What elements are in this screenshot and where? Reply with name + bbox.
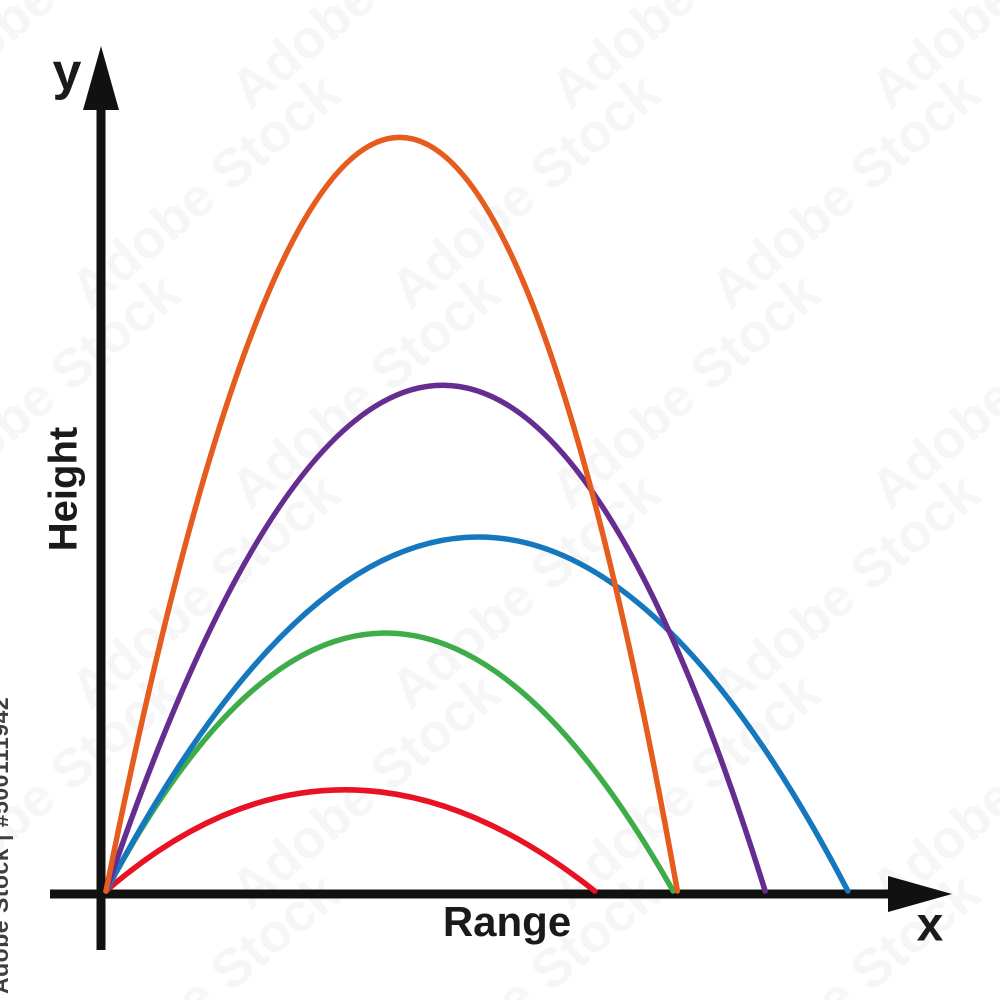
trajectory-blue-longest-range	[103, 534, 851, 894]
y-axis-symbol: y	[52, 43, 82, 101]
y-axis-label: Height	[41, 426, 86, 552]
trajectory-orange-highest	[103, 134, 681, 894]
x-axis-label: Range	[442, 898, 572, 945]
axes	[50, 46, 952, 950]
y-axis-line	[96, 100, 106, 950]
trajectory-purple-high	[103, 382, 768, 894]
trajectory-green-medium-low	[103, 630, 676, 894]
x-axis-arrowhead-icon	[888, 876, 952, 912]
watermark-credit: Adobe Stock | #500111942	[0, 696, 13, 994]
trajectory-red-low-flat	[103, 787, 598, 894]
trajectory-curves	[103, 134, 851, 894]
x-axis-symbol: x	[916, 898, 944, 952]
y-axis-arrowhead-icon	[83, 46, 119, 110]
x-axis-line	[50, 889, 895, 899]
